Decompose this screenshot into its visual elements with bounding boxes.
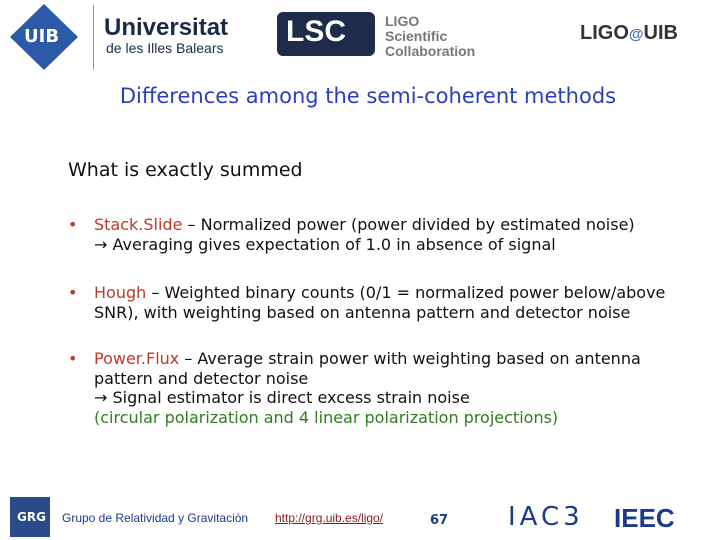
bullet-term: Hough <box>94 283 147 302</box>
bullet-line: pattern and detector noise <box>94 369 308 388</box>
ieec-logo: IEEC <box>614 503 675 533</box>
bullet-text: → Signal estimator is direct excess stra… <box>94 388 470 407</box>
at: @ <box>628 26 644 43</box>
bullet-text: – Normalized power (power divided by est… <box>182 215 635 234</box>
subtitle: What is exactly summed <box>68 159 303 181</box>
uib-logo-text: UIB <box>24 26 60 47</box>
bullet-text: → Averaging gives expectation of 1.0 in … <box>94 234 556 254</box>
bullet-term: Power.Flux <box>94 349 180 368</box>
bullet-line: SNR), with weighting based on antenna pa… <box>94 303 630 322</box>
grg-box <box>10 497 50 537</box>
lsc-name-3: Collaboration <box>385 43 476 59</box>
bullet-line: Power.Flux – Average strain power with w… <box>94 349 641 368</box>
ligo-uib: LIGO@UIB <box>580 22 678 45</box>
iac-logo: IAC3 <box>508 502 584 532</box>
lsc-box <box>277 12 375 56</box>
lsc-name-2: Scientific <box>385 28 448 44</box>
lsc-logo: LSC <box>286 15 346 48</box>
bullet-text: – Average strain power with weighting ba… <box>179 349 641 368</box>
bullet-dot: • <box>68 283 78 302</box>
uib: UIB <box>643 22 678 44</box>
lsc-name-1: LIGO <box>385 13 420 29</box>
group-name: Grupo de Relatividad y Gravitación <box>62 511 249 525</box>
divider <box>93 5 94 70</box>
bullet-line: → Signal estimator is direct excess stra… <box>94 388 470 407</box>
bullet-line: Stack.Slide – Normalized power (power di… <box>94 215 635 234</box>
bullet-text: SNR), with weighting based on antenna pa… <box>94 302 631 322</box>
bullet-term: Stack.Slide <box>94 215 183 234</box>
page-number: 67 <box>430 513 449 528</box>
grg-logo: GRG <box>17 510 46 524</box>
bullet-note: (circular polarization and 4 linear pola… <box>94 407 559 427</box>
bullet-line: → Averaging gives expectation of 1.0 in … <box>94 235 556 254</box>
bullet-text: – Weighted binary counts (0/1 = normaliz… <box>146 283 666 302</box>
university-sub: de les Illes Balears <box>106 40 224 56</box>
bullet-dot: • <box>68 349 78 368</box>
bullet-dot: • <box>68 215 78 234</box>
university: Universitat <box>104 14 229 41</box>
bullet-text: pattern and detector noise <box>94 368 309 388</box>
ligo: LIGO <box>580 22 629 44</box>
url[interactable]: http://grg.uib.es/ligo/ <box>275 511 384 525</box>
bullet-line: Hough – Weighted binary counts (0/1 = no… <box>94 283 665 302</box>
title: Differences among the semi-coherent meth… <box>119 84 617 108</box>
